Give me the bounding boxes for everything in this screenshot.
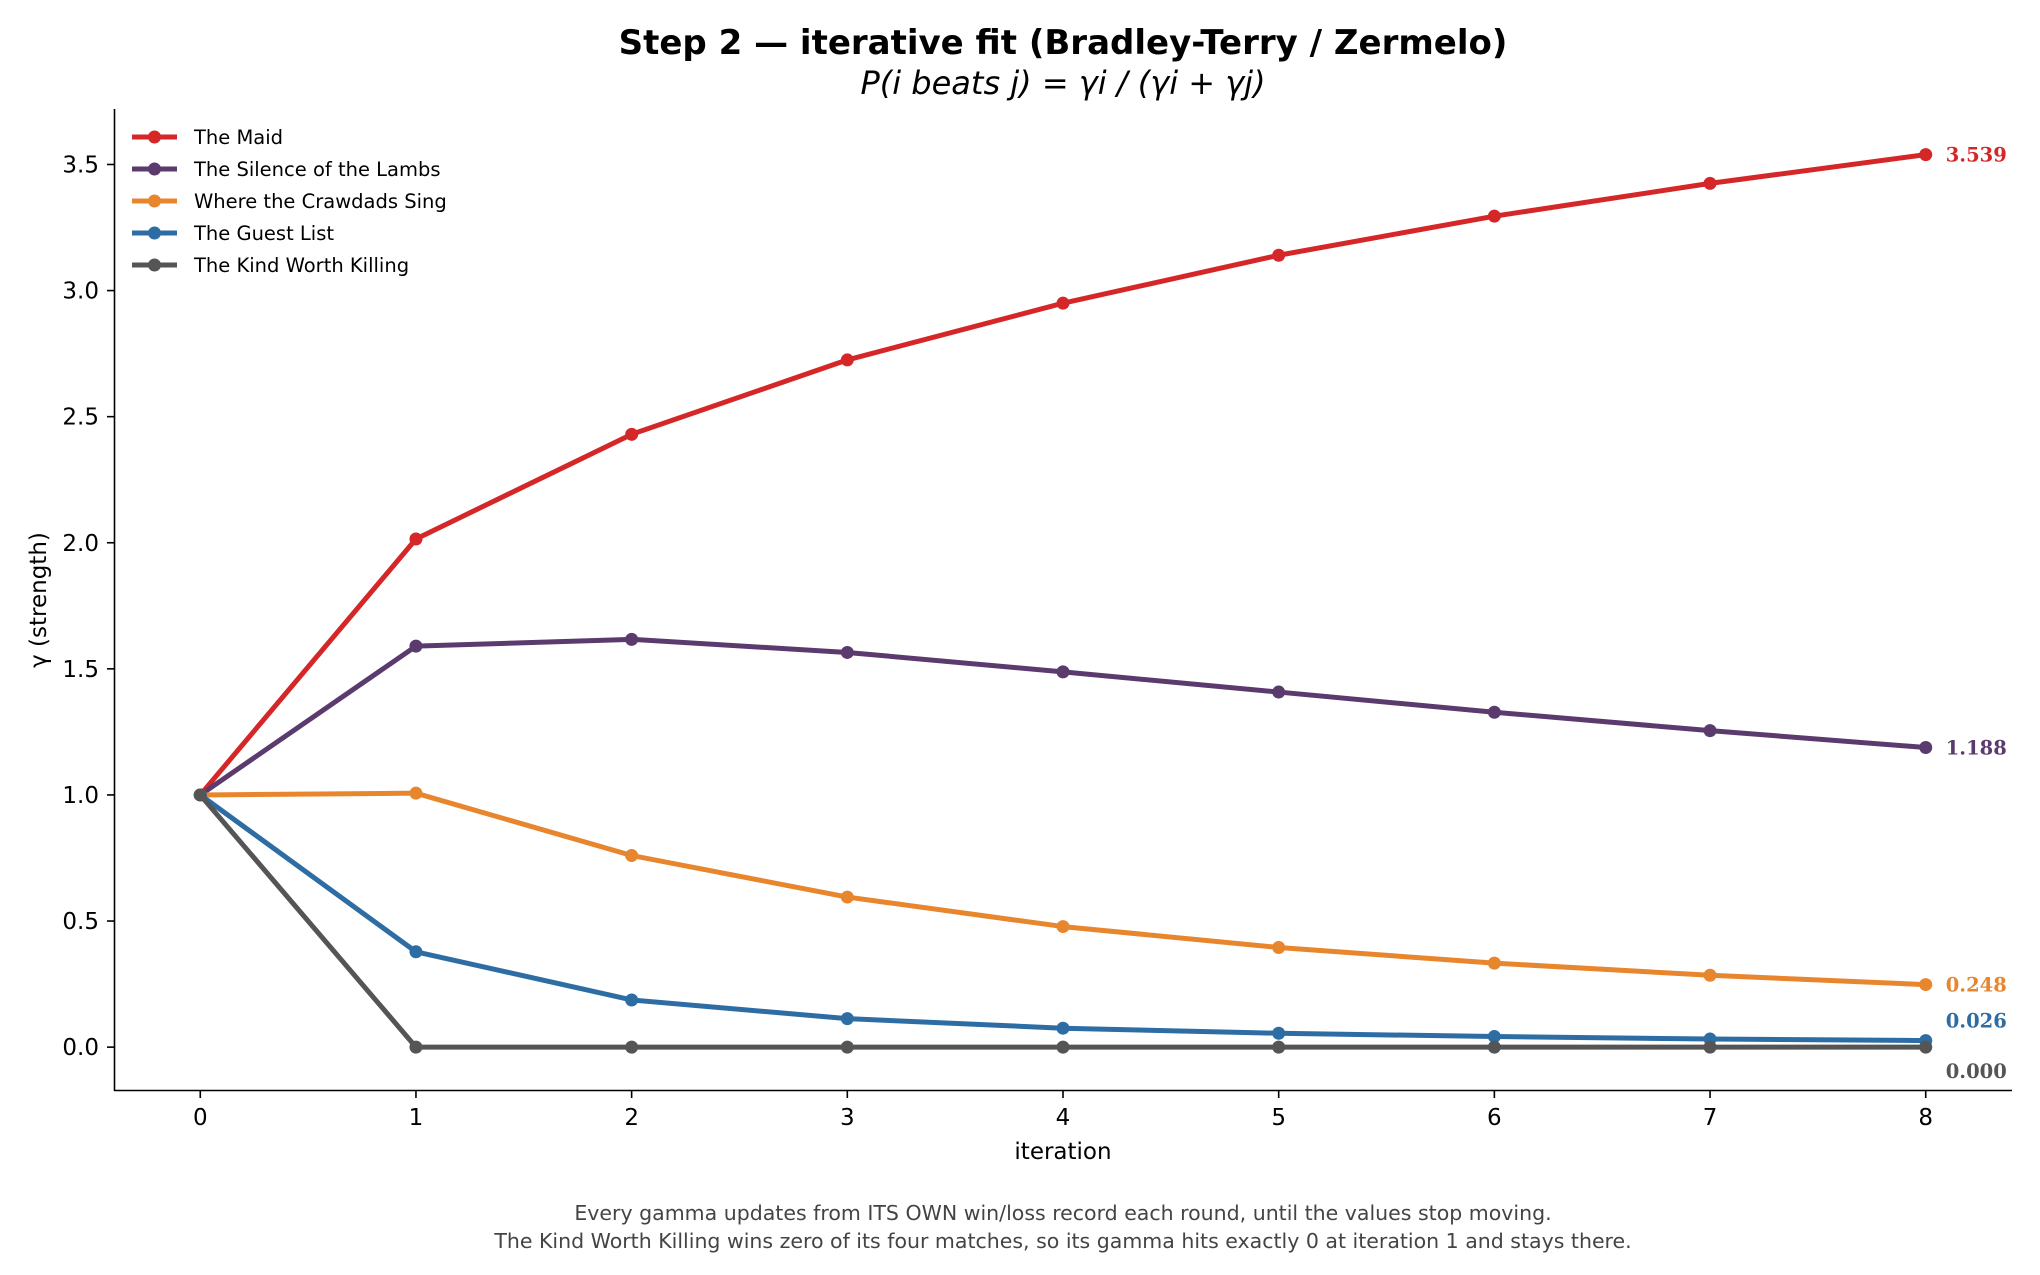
data-point xyxy=(1919,1040,1933,1054)
legend-marker-icon xyxy=(148,130,161,144)
data-point xyxy=(1272,685,1286,699)
data-point xyxy=(1703,968,1717,982)
x-tick-label: 5 xyxy=(1271,1105,1286,1131)
legend-item: The Maid xyxy=(132,126,283,149)
data-point xyxy=(1703,176,1717,190)
legend-item: Where the Crawdads Sing xyxy=(132,190,447,213)
data-point xyxy=(409,1040,423,1054)
data-point xyxy=(409,639,423,653)
data-point xyxy=(1272,248,1286,262)
series-4: 0.000 xyxy=(193,788,2007,1083)
data-point xyxy=(1703,724,1717,738)
legend-label: The Guest List xyxy=(193,222,334,245)
data-point xyxy=(409,945,423,959)
end-value-label: 0.026 xyxy=(1946,1010,2007,1033)
data-point xyxy=(840,1040,854,1054)
legend-marker-icon xyxy=(148,226,161,240)
data-point xyxy=(625,1040,639,1054)
y-tick-label: 1.5 xyxy=(62,657,99,683)
y-tick-label: 0.0 xyxy=(62,1035,99,1061)
end-value-label: 0.248 xyxy=(1946,974,2007,997)
x-tick-label: 7 xyxy=(1703,1105,1718,1131)
data-point xyxy=(625,427,639,441)
data-point xyxy=(1056,1040,1070,1054)
data-point xyxy=(1272,1040,1286,1054)
y-tick-label: 3.5 xyxy=(62,152,99,178)
legend-label: The Maid xyxy=(193,126,283,149)
data-point xyxy=(1056,920,1070,934)
data-point xyxy=(1272,1026,1286,1040)
data-point xyxy=(840,645,854,659)
chart-subtitle-text: P(i beats j) = γi / (γi + γj) xyxy=(860,64,1265,102)
data-point xyxy=(193,788,207,802)
y-tick-label: 0.5 xyxy=(62,909,99,935)
data-point xyxy=(1056,296,1070,310)
series-3: 0.026 xyxy=(193,788,2007,1048)
end-value-label: 0.000 xyxy=(1946,1060,2007,1083)
data-point xyxy=(1056,665,1070,679)
data-point xyxy=(1919,978,1933,992)
data-point xyxy=(625,993,639,1007)
legend: The Maid The Silence of the Lambs Where th… xyxy=(132,126,447,277)
data-point xyxy=(840,1012,854,1026)
axes xyxy=(113,109,2012,1092)
data-point xyxy=(625,632,639,646)
y-tick-label: 1.0 xyxy=(62,783,99,809)
data-point xyxy=(840,890,854,904)
data-point xyxy=(1272,941,1286,955)
data-point xyxy=(1487,1030,1501,1044)
data-point xyxy=(1487,209,1501,223)
series-layer: 3.539 1.188 0.248 0.026 0.000 xyxy=(193,144,2007,1083)
data-point xyxy=(625,848,639,862)
chart-title: Step 2 — iterative fit (Bradley-Terry / … xyxy=(619,23,1508,63)
legend-label: Where the Crawdads Sing xyxy=(194,190,447,213)
series-line xyxy=(197,636,1929,798)
legend-marker-icon xyxy=(148,258,161,272)
end-value-label: 1.188 xyxy=(1946,737,2007,760)
end-value-label: 3.539 xyxy=(1946,144,2007,167)
series-1: 1.188 xyxy=(193,632,2007,802)
x-tick-label: 0 xyxy=(193,1105,208,1131)
data-point xyxy=(1487,705,1501,719)
footnote-line-1: Every gamma updates from ITS OWN win/los… xyxy=(574,1201,1551,1225)
data-point xyxy=(1703,1040,1717,1054)
x-tick-label: 3 xyxy=(840,1105,855,1131)
series-line xyxy=(197,152,1929,798)
legend-item: The Silence of the Lambs xyxy=(132,158,441,181)
legend-label: The Silence of the Lambs xyxy=(193,158,441,181)
x-tick-label: 2 xyxy=(624,1105,639,1131)
legend-marker-icon xyxy=(148,162,161,176)
x-tick-label: 6 xyxy=(1487,1105,1502,1131)
legend-label: The Kind Worth Killing xyxy=(193,254,409,277)
data-point xyxy=(1919,148,1933,162)
y-ticks: 0.0 0.5 1.0 1.5 2.0 2.5 3.0 3.5 xyxy=(62,152,114,1061)
data-point xyxy=(409,786,423,800)
data-point xyxy=(840,353,854,367)
x-tick-label: 4 xyxy=(1056,1105,1071,1131)
data-point xyxy=(1487,956,1501,970)
data-point xyxy=(409,532,423,546)
y-tick-label: 2.0 xyxy=(62,531,99,557)
x-ticks: 0 1 2 3 4 5 6 7 8 xyxy=(193,1091,1933,1131)
legend-item: The Kind Worth Killing xyxy=(132,254,409,277)
chart-subtitle: P(i beats j) = γi / (γi + γj) xyxy=(860,64,1265,102)
series-0: 3.539 xyxy=(193,144,2007,802)
y-tick-label: 2.5 xyxy=(62,405,99,431)
y-axis-label: γ (strength) xyxy=(26,532,52,668)
series-line xyxy=(197,790,1929,988)
legend-marker-icon xyxy=(148,194,161,208)
data-point xyxy=(1487,1040,1501,1054)
footnote-line-2: The Kind Worth Killing wins zero of its … xyxy=(493,1229,1631,1253)
x-tick-label: 1 xyxy=(409,1105,424,1131)
legend-item: The Guest List xyxy=(132,222,334,245)
y-tick-label: 3.0 xyxy=(62,279,99,305)
data-point xyxy=(1919,741,1933,755)
series-line xyxy=(197,792,1929,1044)
x-tick-label: 8 xyxy=(1918,1105,1933,1131)
x-axis-label: iteration xyxy=(1014,1139,1111,1165)
data-point xyxy=(1056,1021,1070,1035)
